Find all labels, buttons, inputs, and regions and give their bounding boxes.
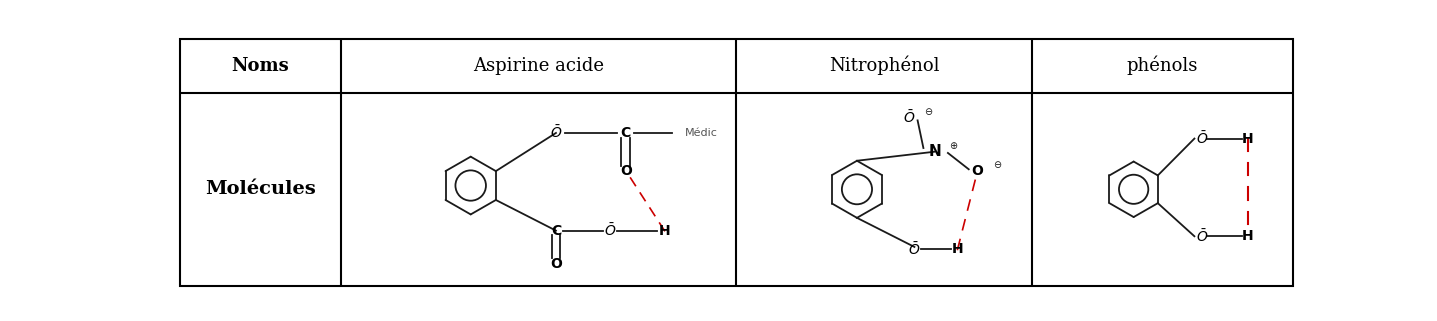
Text: Aspirine acide: Aspirine acide [473, 57, 605, 75]
Text: $\bar{O}$: $\bar{O}$ [908, 241, 921, 258]
Text: C: C [621, 126, 631, 140]
Text: O: O [619, 163, 632, 178]
Text: $\bar{O}$: $\bar{O}$ [1196, 130, 1209, 147]
Text: H: H [658, 224, 670, 238]
Text: $\bar{O}$: $\bar{O}$ [604, 222, 616, 239]
Text: Nitrophénol: Nitrophénol [829, 56, 940, 75]
Text: phénols: phénols [1127, 56, 1198, 75]
Text: C: C [550, 224, 560, 238]
Text: Médic: Médic [685, 128, 717, 138]
Text: H: H [1242, 229, 1253, 243]
Text: H: H [951, 242, 963, 256]
Text: H: H [1242, 132, 1253, 146]
Text: O: O [550, 257, 562, 272]
Text: Noms: Noms [231, 57, 289, 75]
Text: $\ominus$: $\ominus$ [993, 159, 1003, 170]
Text: $\bar{O}$: $\bar{O}$ [1196, 228, 1209, 245]
Text: O: O [971, 163, 983, 178]
Text: $\ominus$: $\ominus$ [924, 106, 934, 117]
Text: $\bar{O}$: $\bar{O}$ [902, 109, 915, 126]
Text: $\bar{O}$: $\bar{O}$ [550, 125, 562, 141]
Text: N: N [928, 144, 941, 159]
Text: Molécules: Molécules [205, 180, 316, 198]
Text: $\oplus$: $\oplus$ [948, 140, 958, 151]
